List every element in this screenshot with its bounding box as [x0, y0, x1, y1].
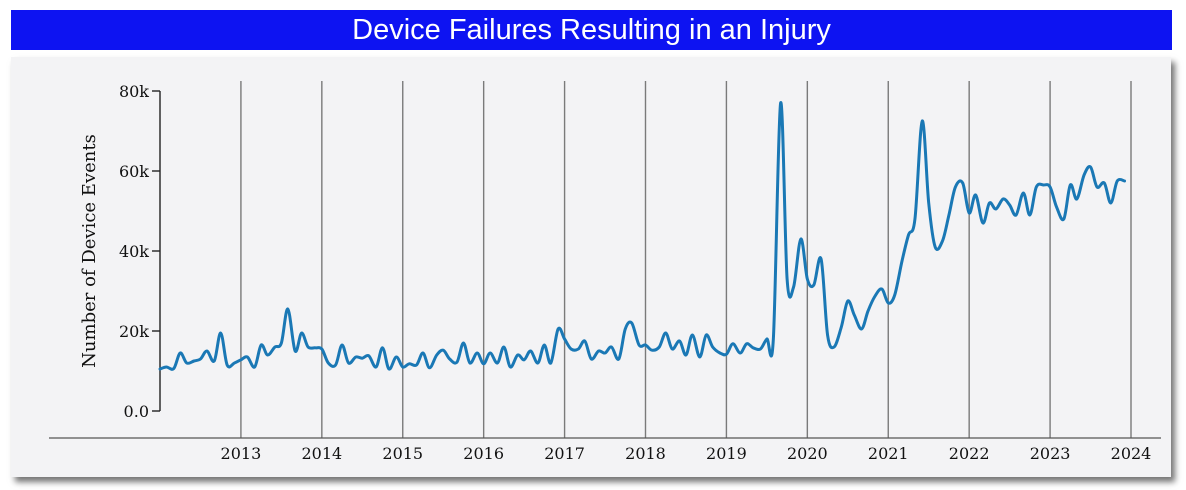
x-tick-label: 2016 — [463, 444, 504, 463]
grid-lines — [240, 81, 1132, 438]
x-tick-label: 2014 — [301, 444, 342, 463]
y-tick-label: 40k — [119, 242, 149, 261]
y-axis-title: Number of Device Events — [79, 134, 100, 368]
x-tick-label: 2022 — [949, 444, 990, 463]
x-tick-label: 2023 — [1030, 444, 1071, 463]
chart-title-bar: Device Failures Resulting in an Injury — [11, 10, 1172, 50]
x-tick-label: 2013 — [221, 444, 262, 463]
x-tick-label: 2020 — [787, 444, 828, 463]
x-tick-label: 2021 — [868, 444, 909, 463]
x-tick-label: 2024 — [1111, 444, 1152, 463]
chart-panel: 0.0 20k 40k 60k 80k 2013 2014 2015 2016 2017 2018 2… — [11, 57, 1171, 477]
x-tick-label: 2019 — [706, 444, 747, 463]
x-tick-label: 2015 — [382, 444, 423, 463]
y-tick-label: 60k — [119, 162, 149, 181]
tick-labels: 0.0 20k 40k 60k 80k 2013 2014 2015 2016 2017 2018 2… — [79, 82, 1151, 463]
y-tick-label: 0.0 — [124, 402, 149, 421]
y-tick-label: 20k — [119, 322, 149, 341]
series-layer — [158, 101, 1127, 371]
x-tick-label: 2018 — [625, 444, 666, 463]
chart-title: Device Failures Resulting in an Injury — [352, 13, 831, 46]
line-chart: 0.0 20k 40k 60k 80k 2013 2014 2015 2016 2017 2018 2… — [49, 81, 1161, 463]
series-line-0 — [158, 101, 1127, 371]
x-tick-label: 2017 — [544, 444, 585, 463]
axes — [49, 90, 1161, 439]
y-tick-label: 80k — [119, 82, 149, 101]
